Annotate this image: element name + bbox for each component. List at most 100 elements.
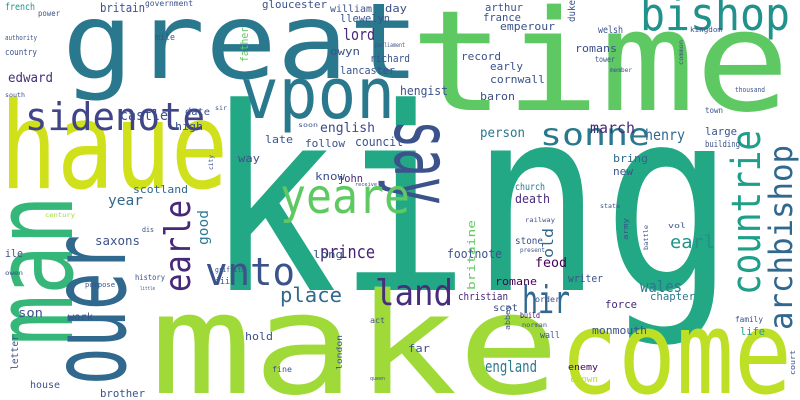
word: earle [158,200,199,292]
word: day [385,2,407,15]
word: vpon [240,53,395,135]
word: footnote [447,247,502,261]
word: sidenote [25,95,205,139]
word: owyn [330,45,360,58]
word: iii [215,277,230,287]
word: city [208,155,215,170]
word: battle [643,225,650,250]
word: hir [522,278,570,322]
word: date [185,107,210,118]
word: britain [100,1,145,15]
word: early [490,60,523,73]
word: build [520,311,540,320]
word: llewelyn [340,12,390,25]
word: hengist [400,84,448,98]
word: little [140,286,155,292]
word: letter [10,335,21,370]
word: parliament [375,42,405,49]
word: record [461,50,501,63]
word: follow [305,137,345,150]
word: scotland [133,183,188,196]
word: christian [458,290,508,303]
word: fine [272,365,292,374]
word: long [313,248,343,261]
word: country [5,48,37,58]
word: norman [522,322,547,329]
word: bishop [640,0,790,41]
word: arthur [485,1,523,14]
word: come [560,287,792,400]
word: high [175,120,203,133]
word: place [280,283,342,307]
word: church [515,182,545,193]
word: feod [535,256,567,271]
word: wall [540,331,560,341]
word: purpose [85,281,115,289]
word: castle [120,108,168,124]
word: earl [670,232,715,253]
word: prince [320,242,375,263]
word: cornwall [490,73,545,86]
word: ile [5,247,23,260]
word: mile [155,33,175,43]
word: building [705,140,740,150]
word: railway [525,217,555,224]
word: court [789,350,797,375]
word: english [320,121,375,136]
word: thousand [735,86,765,94]
word: act [370,316,385,325]
word: scot [493,303,518,314]
word: yeare [280,169,410,225]
word: britaine [465,220,478,290]
word: authority [5,34,37,42]
word: council [355,135,403,149]
word: chapter [650,290,695,303]
word: house [30,380,60,391]
word: force [605,298,637,311]
word: emperour [500,20,555,33]
word: edward [8,71,53,86]
word: dis [142,226,154,234]
word: archbishop [762,145,800,330]
word: power [38,9,60,18]
word: year [108,193,143,209]
word: william [330,4,372,15]
word: great [62,0,420,103]
word: wales [640,277,682,296]
word: sonne [540,118,650,153]
word: century [45,212,75,219]
word: writer [568,272,603,285]
word: land [375,273,453,314]
word: brother [100,387,145,400]
word: john [338,172,363,185]
word: romane [495,275,537,288]
word: new [613,165,633,178]
word: father [238,27,251,62]
word: crown [570,375,598,385]
word: know [315,170,345,183]
word: say [376,120,469,205]
word: saxons [95,234,140,248]
word: countrie [724,130,770,295]
word: make [150,264,560,400]
word: large [705,125,737,138]
word: griffith [215,266,245,274]
word: present [520,247,545,254]
word: kingdom [690,26,722,34]
word: march [590,119,635,137]
word: old [541,228,557,258]
word: vnto [205,250,295,294]
word: lancaster [340,64,395,77]
word: baron [480,90,515,103]
word: enemy [568,363,599,373]
word: member [610,67,632,74]
word: time [410,0,790,144]
word: town [705,106,723,115]
word: work [68,312,93,323]
word: good [196,210,212,245]
word: sir [215,105,227,112]
word: england [485,357,537,376]
word: receive [355,182,377,188]
word: son [18,306,43,320]
